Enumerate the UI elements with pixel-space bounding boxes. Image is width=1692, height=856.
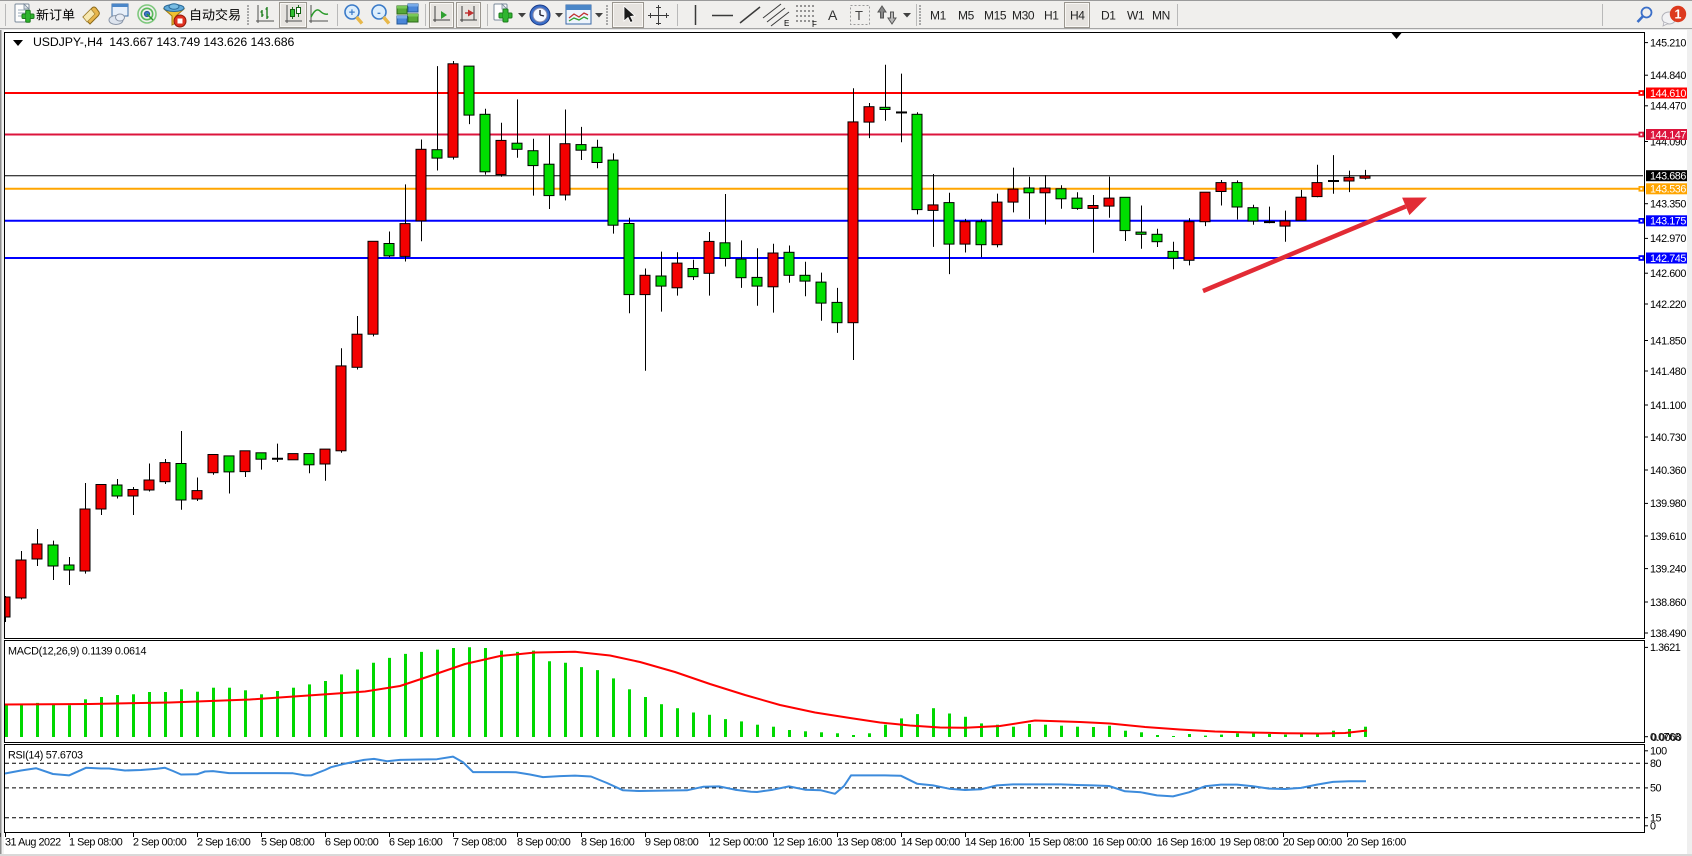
svg-text:MN: MN — [1152, 9, 1170, 23]
svg-text:T: T — [855, 8, 863, 23]
svg-text:16 Sep 00:00: 16 Sep 00:00 — [1093, 837, 1152, 849]
svg-text:6 Sep 16:00: 6 Sep 16:00 — [389, 837, 443, 849]
svg-text:2 Sep 16:00: 2 Sep 16:00 — [197, 837, 251, 849]
svg-text:139.240: 139.240 — [1650, 563, 1686, 575]
svg-text:H1: H1 — [1044, 9, 1059, 23]
svg-text:31 Aug 2022: 31 Aug 2022 — [5, 837, 61, 849]
svg-text:138.490: 138.490 — [1650, 628, 1686, 640]
svg-text:RSI(14) 57.6703: RSI(14) 57.6703 — [8, 750, 83, 762]
svg-text:141.480: 141.480 — [1650, 366, 1686, 378]
svg-text:7 Sep 08:00: 7 Sep 08:00 — [453, 837, 507, 849]
svg-text:MACD(12,26,9) 0.1139 0.0614: MACD(12,26,9) 0.1139 0.0614 — [8, 646, 146, 658]
svg-text:M30: M30 — [1012, 9, 1035, 23]
svg-text:80: 80 — [1650, 758, 1662, 770]
svg-text:145.210: 145.210 — [1650, 37, 1686, 49]
svg-text:M5: M5 — [958, 9, 975, 23]
svg-text:13 Sep 08:00: 13 Sep 08:00 — [837, 837, 896, 849]
svg-text:20 Sep 16:00: 20 Sep 16:00 — [1347, 837, 1406, 849]
svg-text:15: 15 — [1650, 813, 1662, 825]
svg-text:142.220: 142.220 — [1650, 299, 1686, 311]
svg-text:14 Sep 00:00: 14 Sep 00:00 — [901, 837, 960, 849]
svg-text:139.610: 139.610 — [1650, 531, 1686, 543]
svg-text:140.360: 140.360 — [1650, 465, 1686, 477]
svg-text:14 Sep 16:00: 14 Sep 16:00 — [965, 837, 1024, 849]
svg-text:100: 100 — [1650, 746, 1667, 758]
svg-text:141.850: 141.850 — [1650, 335, 1686, 347]
svg-text:144.840: 144.840 — [1650, 70, 1686, 82]
svg-text:140.730: 140.730 — [1650, 432, 1686, 444]
svg-text:142.600: 142.600 — [1650, 268, 1686, 280]
svg-text:USDJPY-,H4 143.667 143.749 14: USDJPY-,H4 143.667 143.749 143.626 143.6… — [33, 35, 294, 49]
svg-text:H4: H4 — [1070, 9, 1085, 23]
svg-text:0.0763: 0.0763 — [1650, 731, 1681, 743]
svg-text:1.3621: 1.3621 — [1650, 642, 1681, 654]
svg-text:144.470: 144.470 — [1650, 101, 1686, 113]
svg-text:144.610: 144.610 — [1650, 88, 1686, 100]
svg-text:W1: W1 — [1127, 9, 1145, 23]
svg-text:1: 1 — [1675, 7, 1682, 21]
svg-text:+: + — [349, 7, 355, 19]
svg-text:8 Sep 16:00: 8 Sep 16:00 — [581, 837, 635, 849]
svg-text:M1: M1 — [930, 9, 947, 23]
svg-text:143.686: 143.686 — [1650, 171, 1686, 183]
svg-text:138.860: 138.860 — [1650, 597, 1686, 609]
svg-text:M15: M15 — [984, 9, 1007, 23]
svg-text:1 Sep 08:00: 1 Sep 08:00 — [69, 837, 123, 849]
svg-text:50: 50 — [1650, 783, 1662, 795]
svg-text:144.147: 144.147 — [1650, 129, 1686, 141]
svg-text:5 Sep 08:00: 5 Sep 08:00 — [261, 837, 315, 849]
svg-text:0: 0 — [1650, 821, 1656, 833]
svg-text:D1: D1 — [1101, 9, 1116, 23]
svg-text:8 Sep 00:00: 8 Sep 00:00 — [517, 837, 571, 849]
svg-text:19 Sep 08:00: 19 Sep 08:00 — [1220, 837, 1279, 849]
svg-text:6 Sep 00:00: 6 Sep 00:00 — [325, 837, 379, 849]
svg-text:143.350: 143.350 — [1650, 199, 1686, 211]
svg-text:E: E — [784, 19, 789, 28]
svg-text:9 Sep 08:00: 9 Sep 08:00 — [645, 837, 699, 849]
svg-text:A: A — [828, 7, 838, 23]
svg-text:16 Sep 16:00: 16 Sep 16:00 — [1157, 837, 1216, 849]
svg-text:F: F — [812, 20, 817, 29]
svg-text:20 Sep 00:00: 20 Sep 00:00 — [1283, 837, 1342, 849]
svg-text:0.0000: 0.0000 — [1651, 732, 1682, 744]
svg-text:12 Sep 16:00: 12 Sep 16:00 — [773, 837, 832, 849]
svg-text:143.536: 143.536 — [1650, 184, 1686, 196]
svg-text:12 Sep 00:00: 12 Sep 00:00 — [709, 837, 768, 849]
svg-text:139.980: 139.980 — [1650, 498, 1686, 510]
svg-text:141.100: 141.100 — [1650, 400, 1686, 412]
svg-text:142.745: 142.745 — [1650, 253, 1686, 265]
svg-text:142.970: 142.970 — [1650, 233, 1686, 245]
svg-text:2 Sep 00:00: 2 Sep 00:00 — [133, 837, 187, 849]
svg-text:143.175: 143.175 — [1650, 216, 1686, 228]
svg-text:15 Sep 08:00: 15 Sep 08:00 — [1029, 837, 1088, 849]
svg-text:-: - — [377, 7, 381, 19]
